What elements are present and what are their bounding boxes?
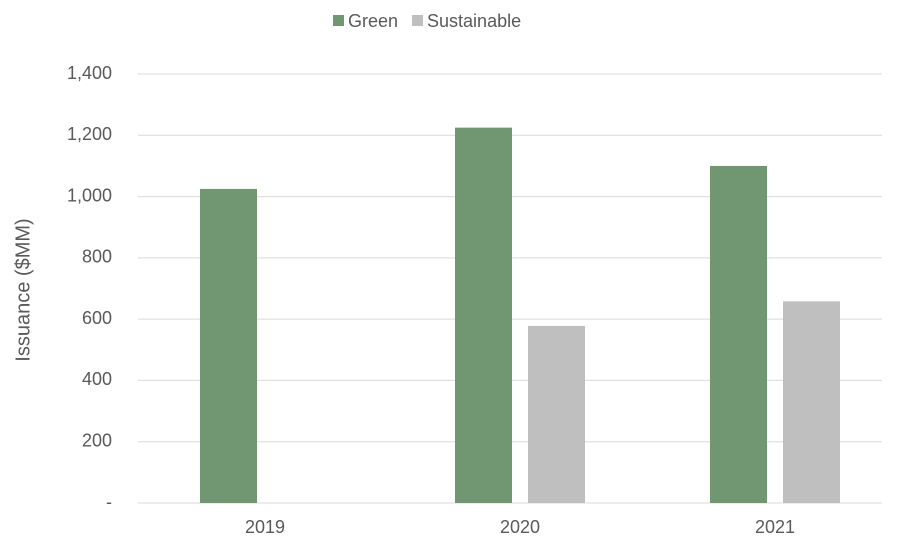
y-tick-label: - — [106, 492, 112, 512]
legend-swatch — [412, 15, 424, 26]
bar — [528, 325, 585, 503]
y-tick-label: 800 — [82, 247, 112, 267]
y-tick-label: 1,200 — [67, 124, 112, 144]
x-tick-label: 2020 — [500, 517, 540, 537]
x-tick-label: 2021 — [755, 517, 795, 537]
x-tick-label: 2019 — [245, 517, 285, 537]
y-tick-label: 400 — [82, 369, 112, 389]
bar — [783, 301, 840, 503]
y-tick-label: 600 — [82, 308, 112, 328]
y-axis-title: Issuance ($MM) — [12, 218, 34, 361]
legend-swatch — [333, 15, 344, 26]
y-tick-label: 1,400 — [67, 63, 112, 83]
legend-label: Sustainable — [427, 11, 521, 31]
legend-label: Green — [348, 11, 398, 31]
y-tick-label: 1,000 — [67, 185, 112, 205]
bar — [455, 127, 512, 503]
y-tick-label: 200 — [82, 430, 112, 450]
bar — [710, 165, 767, 503]
bar — [200, 188, 257, 504]
